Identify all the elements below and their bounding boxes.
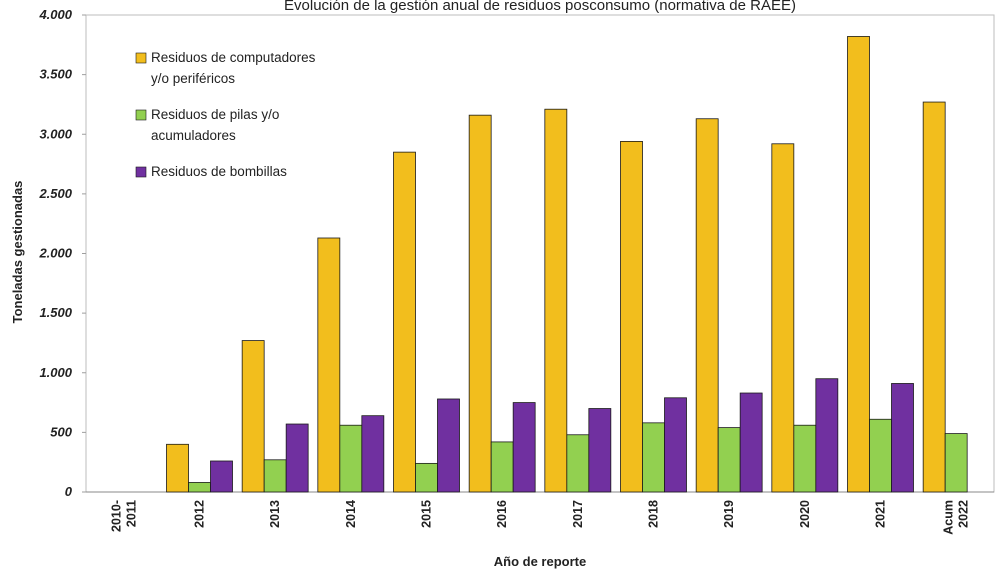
bar-pilas [188, 482, 211, 493]
legend-entry: Residuos de bombillas [151, 164, 287, 179]
x-tick-label: 2017 [571, 500, 585, 528]
chart-title: Evolución de la gestión anual de residuo… [284, 0, 796, 14]
bar-bombillas [739, 392, 763, 493]
y-tick-label: 2.500 [38, 186, 72, 201]
legend-entry: acumuladores [151, 128, 236, 143]
bar-bombillas [512, 402, 536, 493]
bar-bombillas [210, 460, 233, 493]
x-tick-label: 2011 [124, 500, 138, 527]
legend-swatch [135, 52, 147, 64]
x-tick-label: Acum [942, 500, 956, 535]
bar-pilas [415, 462, 438, 493]
bar-computadores [771, 143, 795, 493]
legend-entry: Residuos de pilas y/o [151, 107, 279, 122]
bar-pilas [793, 424, 817, 493]
y-tick-label: 4.000 [38, 7, 72, 22]
bar-pilas [717, 427, 741, 493]
bar-bombillas [588, 408, 612, 493]
bar-pilas [944, 433, 968, 493]
legend-entry: y/o periféricos [151, 71, 235, 86]
x-tick-label: 2018 [647, 500, 661, 528]
y-tick-label: 2.000 [38, 246, 72, 261]
y-tick-label: 0 [65, 484, 73, 499]
bar-computadores [317, 237, 341, 493]
bar-computadores [847, 36, 870, 493]
y-axis-label: Toneladas gestionadas [10, 181, 25, 324]
y-tick-label: 1.000 [39, 365, 72, 380]
bar-computadores [468, 114, 492, 493]
bar-pilas [869, 418, 892, 493]
bar-pilas [642, 422, 665, 493]
bar-bombillas [815, 378, 839, 493]
x-tick-label: 2019 [722, 500, 736, 528]
x-tick-label: 2016 [495, 500, 509, 528]
bar-bombillas [437, 398, 460, 493]
bar-bombillas [891, 383, 914, 493]
plot-area: 0 500 1.000 1.500 2.000 2.500 3.000 3.500 4.000 2… [38, 7, 995, 535]
y-tick-label: 1.500 [39, 305, 72, 320]
bar-pilas [566, 434, 590, 493]
bar-pilas [339, 424, 363, 493]
bar-computadores [393, 151, 416, 493]
x-tick-label: 2022 [957, 500, 971, 528]
legend: Residuos de computadores y/o periféricos R… [135, 50, 316, 179]
bar-computadores [922, 101, 946, 493]
x-tick-label: 2014 [344, 500, 358, 528]
x-tick-label: 2013 [268, 500, 282, 528]
legend-swatch [135, 109, 147, 121]
bar-bombillas [664, 397, 687, 493]
bar-computadores [241, 340, 265, 493]
x-tick-label: 2015 [420, 500, 434, 528]
y-tick-label: 3.500 [39, 67, 72, 82]
x-axis-label: Año de reporte [494, 554, 586, 569]
y-tick-label: 500 [50, 424, 72, 439]
bar-bombillas [361, 415, 385, 493]
bar-bombillas [285, 423, 309, 493]
x-tick-label: 2012 [193, 500, 207, 528]
bar-computadores [695, 118, 719, 493]
bar-pilas [490, 441, 514, 493]
bar-pilas [263, 459, 287, 493]
legend-entry: Residuos de computadores [151, 50, 316, 65]
y-tick-label: 3.000 [39, 126, 72, 141]
x-tick-label: 2020 [798, 500, 812, 528]
bar-computadores [166, 443, 189, 493]
x-tick-label: 2021 [874, 500, 888, 528]
bar-computadores [620, 141, 643, 493]
bar-computadores [544, 108, 568, 493]
legend-swatch [135, 166, 147, 178]
x-tick-label: 2010- [109, 500, 123, 532]
